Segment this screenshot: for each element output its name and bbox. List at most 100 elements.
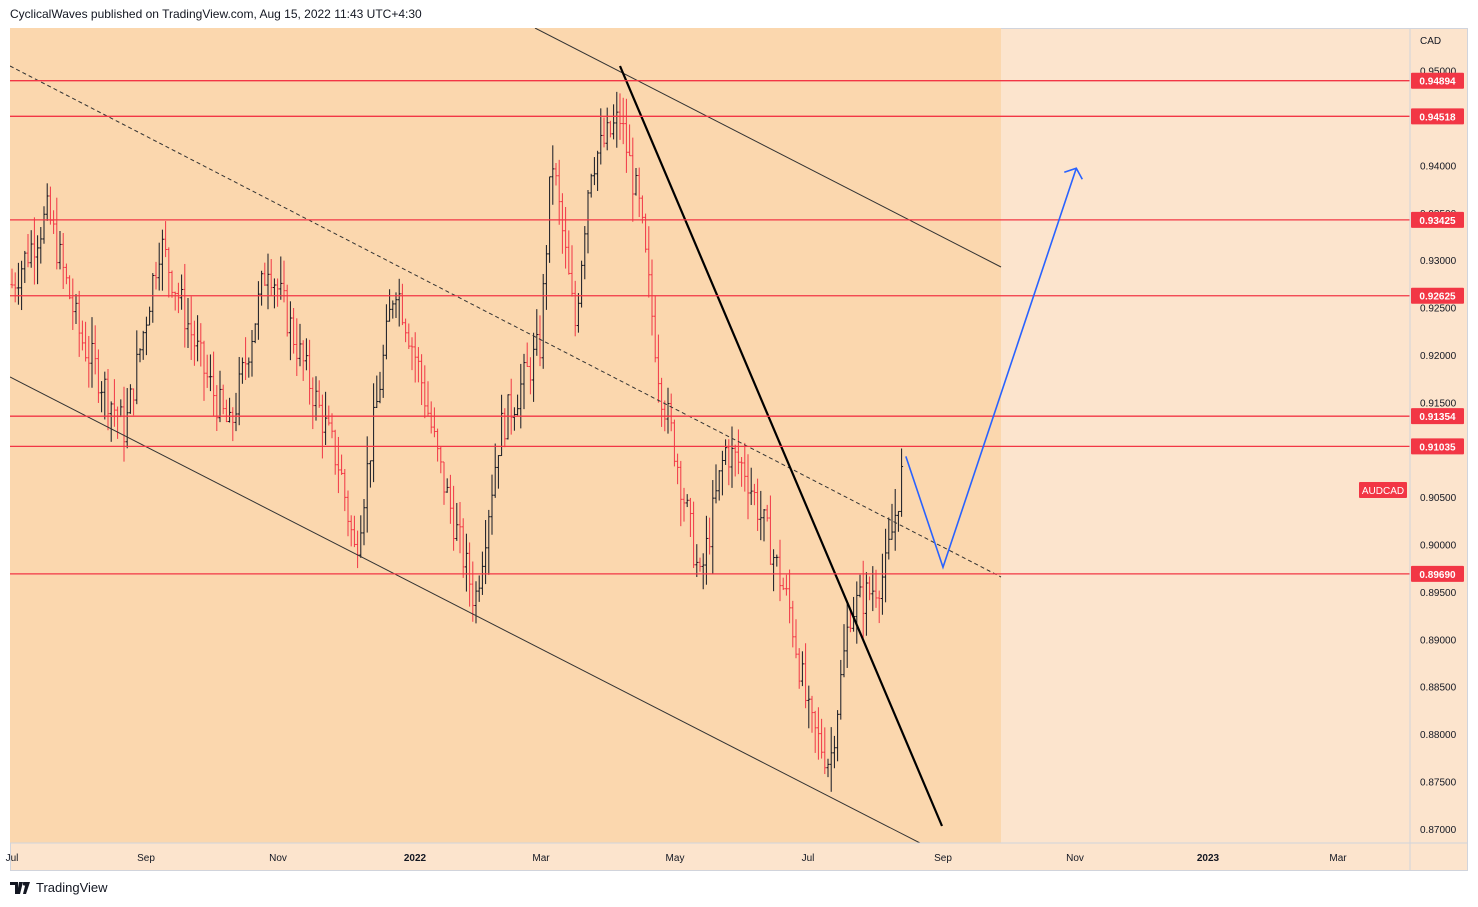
price-bar	[20, 260, 24, 311]
price-tick-label: 0.90000	[1420, 540, 1457, 551]
price-bar	[320, 394, 324, 459]
price-bar	[877, 590, 881, 624]
price-bar	[295, 318, 299, 376]
price-bar	[762, 508, 766, 542]
price-bar	[576, 293, 580, 333]
time-tick-label: 2023	[1197, 853, 1220, 864]
price-bar	[176, 282, 180, 314]
price-bar	[759, 490, 763, 541]
price-bar	[292, 308, 296, 354]
price-bar	[144, 316, 148, 356]
price-bar	[442, 461, 446, 505]
price-bar	[87, 335, 91, 388]
price-bar	[103, 371, 107, 420]
price-bar	[106, 368, 110, 431]
time-tick-label: May	[666, 853, 685, 864]
price-bar	[650, 259, 654, 336]
price-bar	[615, 91, 619, 148]
price-bar	[692, 501, 696, 569]
symbol-badge: AUDCAD	[1359, 482, 1407, 498]
forecast-zone	[10, 28, 1001, 843]
price-bar	[612, 104, 616, 140]
price-bar	[61, 233, 65, 289]
price-bar	[768, 495, 772, 565]
price-bar	[122, 386, 126, 462]
price-bar	[842, 624, 846, 678]
price-bar	[688, 497, 692, 538]
price-bar	[13, 272, 17, 303]
price-bar	[224, 399, 228, 423]
price-bar	[551, 145, 555, 205]
price-bar	[823, 727, 827, 775]
price-bar	[125, 388, 129, 449]
tradingview-logo-icon	[10, 881, 30, 894]
price-bar	[602, 117, 606, 148]
price-bar	[845, 603, 849, 668]
price-bar	[413, 332, 417, 383]
price-bar	[698, 557, 702, 572]
price-bar	[532, 332, 536, 402]
price-bar	[112, 379, 116, 427]
price-bar	[407, 323, 411, 350]
price-bar	[80, 320, 84, 351]
channel-upper-line[interactable]	[534, 28, 1002, 268]
price-bar	[538, 315, 542, 367]
price-bar	[516, 394, 520, 416]
footer: TradingView	[10, 880, 108, 895]
price-bar	[189, 296, 193, 360]
price-bar	[506, 394, 510, 440]
channel-lower-line[interactable]	[10, 376, 921, 843]
price-bar	[384, 304, 388, 360]
price-bar	[132, 388, 136, 416]
price-bar	[260, 270, 264, 306]
price-bar	[100, 381, 104, 413]
price-bar	[890, 503, 894, 540]
price-bar	[525, 342, 529, 367]
price-bar	[724, 439, 728, 465]
price-bar	[170, 270, 174, 298]
price-tick-label: 0.87500	[1420, 777, 1457, 788]
projection-path[interactable]	[905, 168, 1078, 570]
price-bar	[826, 758, 830, 778]
time-tick-label: Mar	[532, 853, 550, 864]
price-bar	[720, 450, 724, 496]
price-bar	[180, 274, 184, 310]
price-bar	[554, 162, 558, 186]
price-bar	[733, 444, 737, 477]
price-bar	[205, 354, 209, 388]
price-bar	[109, 401, 113, 442]
price-bar	[784, 574, 788, 596]
price-bar	[628, 124, 632, 157]
price-bar	[589, 173, 593, 198]
price-bar	[221, 384, 225, 415]
price-bar	[541, 273, 545, 369]
price-bar	[141, 330, 145, 360]
price-tick-label: 0.90500	[1420, 493, 1457, 504]
price-bar	[775, 554, 779, 567]
price-bar	[452, 485, 456, 551]
price-bar	[208, 354, 212, 392]
price-bar	[196, 315, 200, 362]
price-bar	[45, 183, 49, 221]
price-bar	[583, 226, 587, 280]
time-tick-label: Sep	[137, 853, 155, 864]
price-bar	[352, 515, 356, 548]
price-tick-label: 0.91500	[1420, 398, 1457, 409]
price-bar	[288, 301, 292, 361]
price-bar	[400, 283, 404, 326]
price-bar	[93, 325, 97, 375]
price-bar	[708, 517, 712, 555]
price-bar	[535, 309, 539, 356]
price-bar	[324, 391, 328, 446]
price-bar	[797, 648, 801, 689]
price-bar	[301, 340, 305, 381]
price-bar	[567, 230, 571, 275]
price-bar	[471, 561, 475, 622]
price-bar	[676, 453, 680, 485]
price-bar	[557, 159, 561, 225]
price-bar	[701, 553, 705, 590]
channel-midline[interactable]	[10, 65, 1002, 578]
price-bar	[375, 375, 379, 408]
price-bar	[378, 371, 382, 404]
